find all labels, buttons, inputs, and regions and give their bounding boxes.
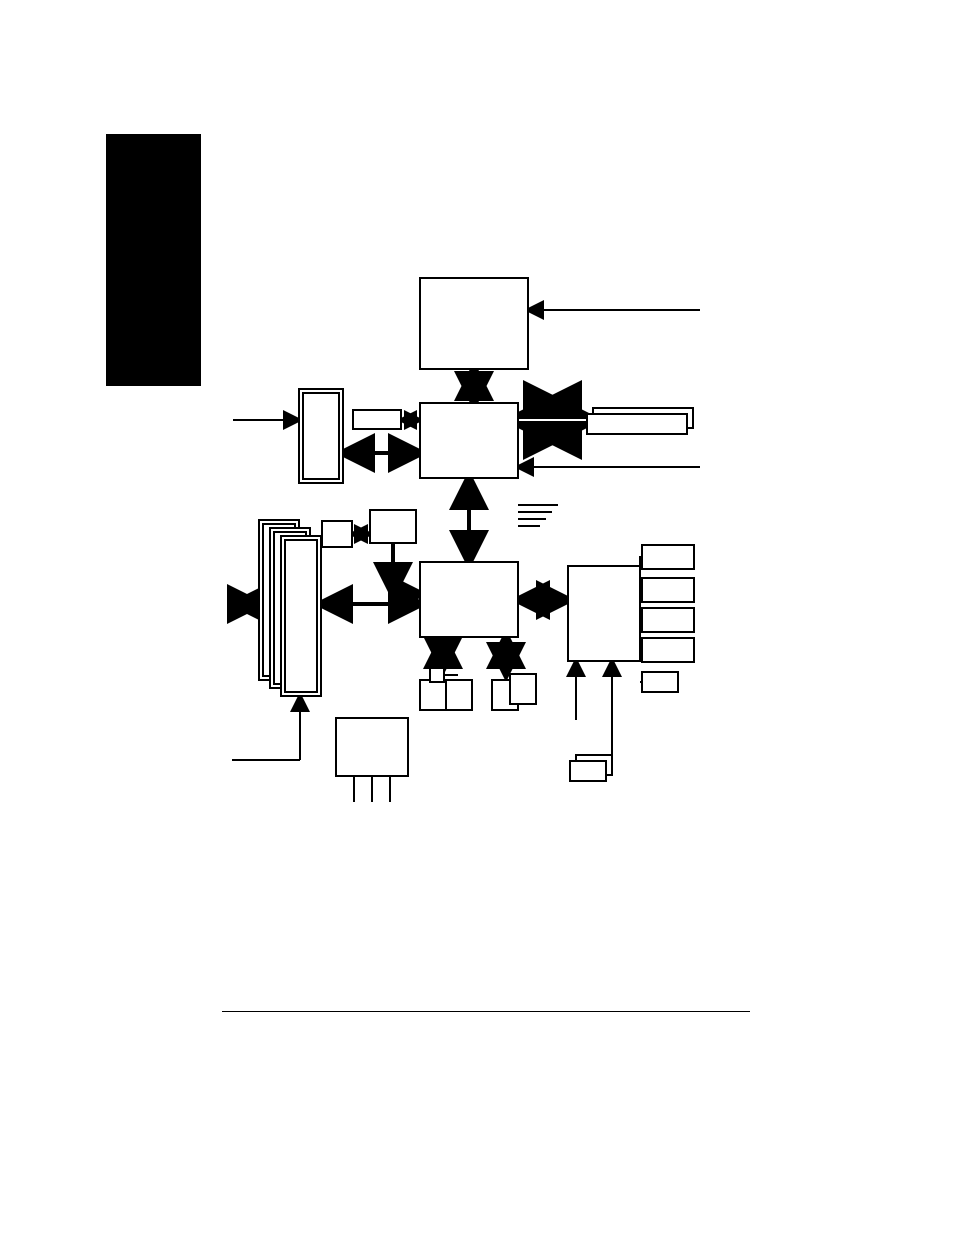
page (0, 0, 954, 1235)
nodes (259, 278, 694, 781)
diagram-svg (0, 0, 954, 1235)
footer-divider (222, 1011, 750, 1012)
